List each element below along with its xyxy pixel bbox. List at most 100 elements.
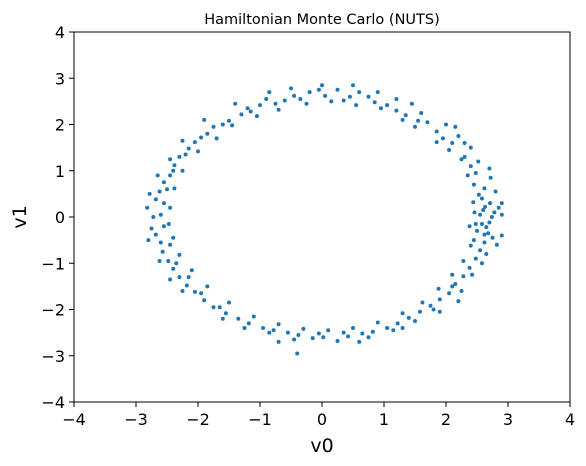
data-point bbox=[161, 180, 166, 185]
data-point bbox=[183, 152, 188, 157]
y-tick-label: −2 bbox=[41, 301, 65, 320]
data-point bbox=[482, 232, 487, 237]
data-point bbox=[468, 243, 473, 248]
data-point bbox=[171, 266, 176, 271]
data-point bbox=[335, 338, 340, 343]
data-point bbox=[157, 189, 162, 194]
data-point bbox=[409, 101, 414, 106]
data-point bbox=[205, 131, 210, 136]
data-point bbox=[180, 138, 185, 143]
data-point bbox=[320, 83, 324, 88]
data-point bbox=[370, 329, 375, 334]
data-point bbox=[494, 242, 499, 247]
data-point bbox=[490, 235, 495, 240]
data-point bbox=[459, 289, 464, 293]
x-tick-label: −3 bbox=[124, 410, 148, 429]
data-point bbox=[298, 97, 303, 102]
data-point bbox=[428, 303, 433, 308]
data-point bbox=[296, 332, 301, 337]
data-point bbox=[196, 149, 200, 154]
data-point bbox=[486, 231, 491, 236]
data-point bbox=[307, 90, 312, 95]
x-tick-label: −2 bbox=[186, 410, 210, 429]
y-tick-label: −3 bbox=[41, 347, 65, 366]
data-point bbox=[420, 300, 425, 305]
x-tick-label: 2 bbox=[441, 410, 451, 429]
data-point bbox=[273, 101, 278, 106]
data-point bbox=[450, 284, 455, 289]
data-point bbox=[295, 351, 300, 356]
data-point bbox=[487, 220, 492, 225]
data-point bbox=[436, 286, 441, 291]
data-point bbox=[351, 326, 355, 330]
data-point bbox=[499, 212, 504, 217]
data-point bbox=[375, 320, 380, 325]
data-point bbox=[346, 334, 351, 339]
data-point bbox=[471, 182, 476, 187]
chart-title: Hamiltonian Monte Carlo (NUTS) bbox=[204, 12, 440, 28]
data-point bbox=[239, 112, 244, 117]
data-point bbox=[473, 171, 478, 176]
data-point bbox=[149, 226, 154, 231]
data-point bbox=[453, 124, 458, 129]
data-point bbox=[242, 326, 247, 330]
data-point bbox=[347, 94, 352, 99]
data-point bbox=[488, 175, 493, 180]
data-point bbox=[285, 330, 290, 335]
data-point bbox=[189, 268, 194, 273]
data-point bbox=[168, 242, 173, 247]
data-point bbox=[161, 201, 166, 206]
data-point bbox=[230, 123, 235, 128]
data-point bbox=[476, 159, 481, 164]
y-tick-label: −1 bbox=[41, 254, 65, 273]
y-tick-label: −4 bbox=[41, 393, 65, 412]
data-point bbox=[354, 103, 359, 108]
data-point bbox=[233, 101, 238, 106]
data-point bbox=[168, 277, 173, 282]
data-point bbox=[165, 187, 169, 192]
data-point bbox=[487, 166, 492, 171]
data-point bbox=[475, 228, 479, 233]
data-point bbox=[264, 97, 269, 102]
data-point bbox=[413, 124, 417, 129]
data-point bbox=[406, 315, 411, 320]
data-point bbox=[172, 186, 177, 191]
data-point bbox=[174, 261, 179, 266]
data-point bbox=[168, 205, 173, 210]
data-point bbox=[168, 157, 173, 162]
data-point bbox=[400, 117, 405, 122]
y-tick-label: 0 bbox=[55, 208, 65, 227]
data-point bbox=[478, 248, 483, 253]
data-point bbox=[484, 225, 489, 230]
data-point bbox=[444, 122, 448, 127]
data-point bbox=[245, 106, 250, 111]
data-point bbox=[483, 204, 488, 209]
data-point bbox=[211, 124, 216, 129]
data-point bbox=[416, 118, 421, 123]
plot-frame bbox=[73, 31, 571, 403]
data-point bbox=[419, 110, 424, 115]
data-point bbox=[473, 221, 478, 226]
data-point bbox=[276, 339, 281, 344]
data-point bbox=[434, 140, 439, 145]
data-point bbox=[394, 97, 399, 102]
data-point bbox=[366, 335, 371, 340]
data-point bbox=[479, 196, 484, 201]
data-point bbox=[467, 224, 472, 229]
data-point bbox=[168, 173, 173, 178]
data-point bbox=[479, 261, 484, 266]
data-point bbox=[248, 109, 253, 114]
data-point bbox=[478, 212, 483, 217]
data-point bbox=[258, 103, 262, 108]
x-tick-label: 0 bbox=[317, 410, 327, 429]
data-point bbox=[450, 141, 455, 145]
data-point bbox=[192, 289, 197, 294]
data-point bbox=[450, 272, 455, 277]
data-point bbox=[177, 275, 182, 280]
data-point bbox=[301, 326, 306, 331]
data-point bbox=[326, 328, 331, 333]
data-point bbox=[166, 221, 171, 226]
x-axis-label: v0 bbox=[310, 435, 333, 457]
data-point bbox=[431, 307, 436, 312]
data-point bbox=[471, 200, 476, 205]
